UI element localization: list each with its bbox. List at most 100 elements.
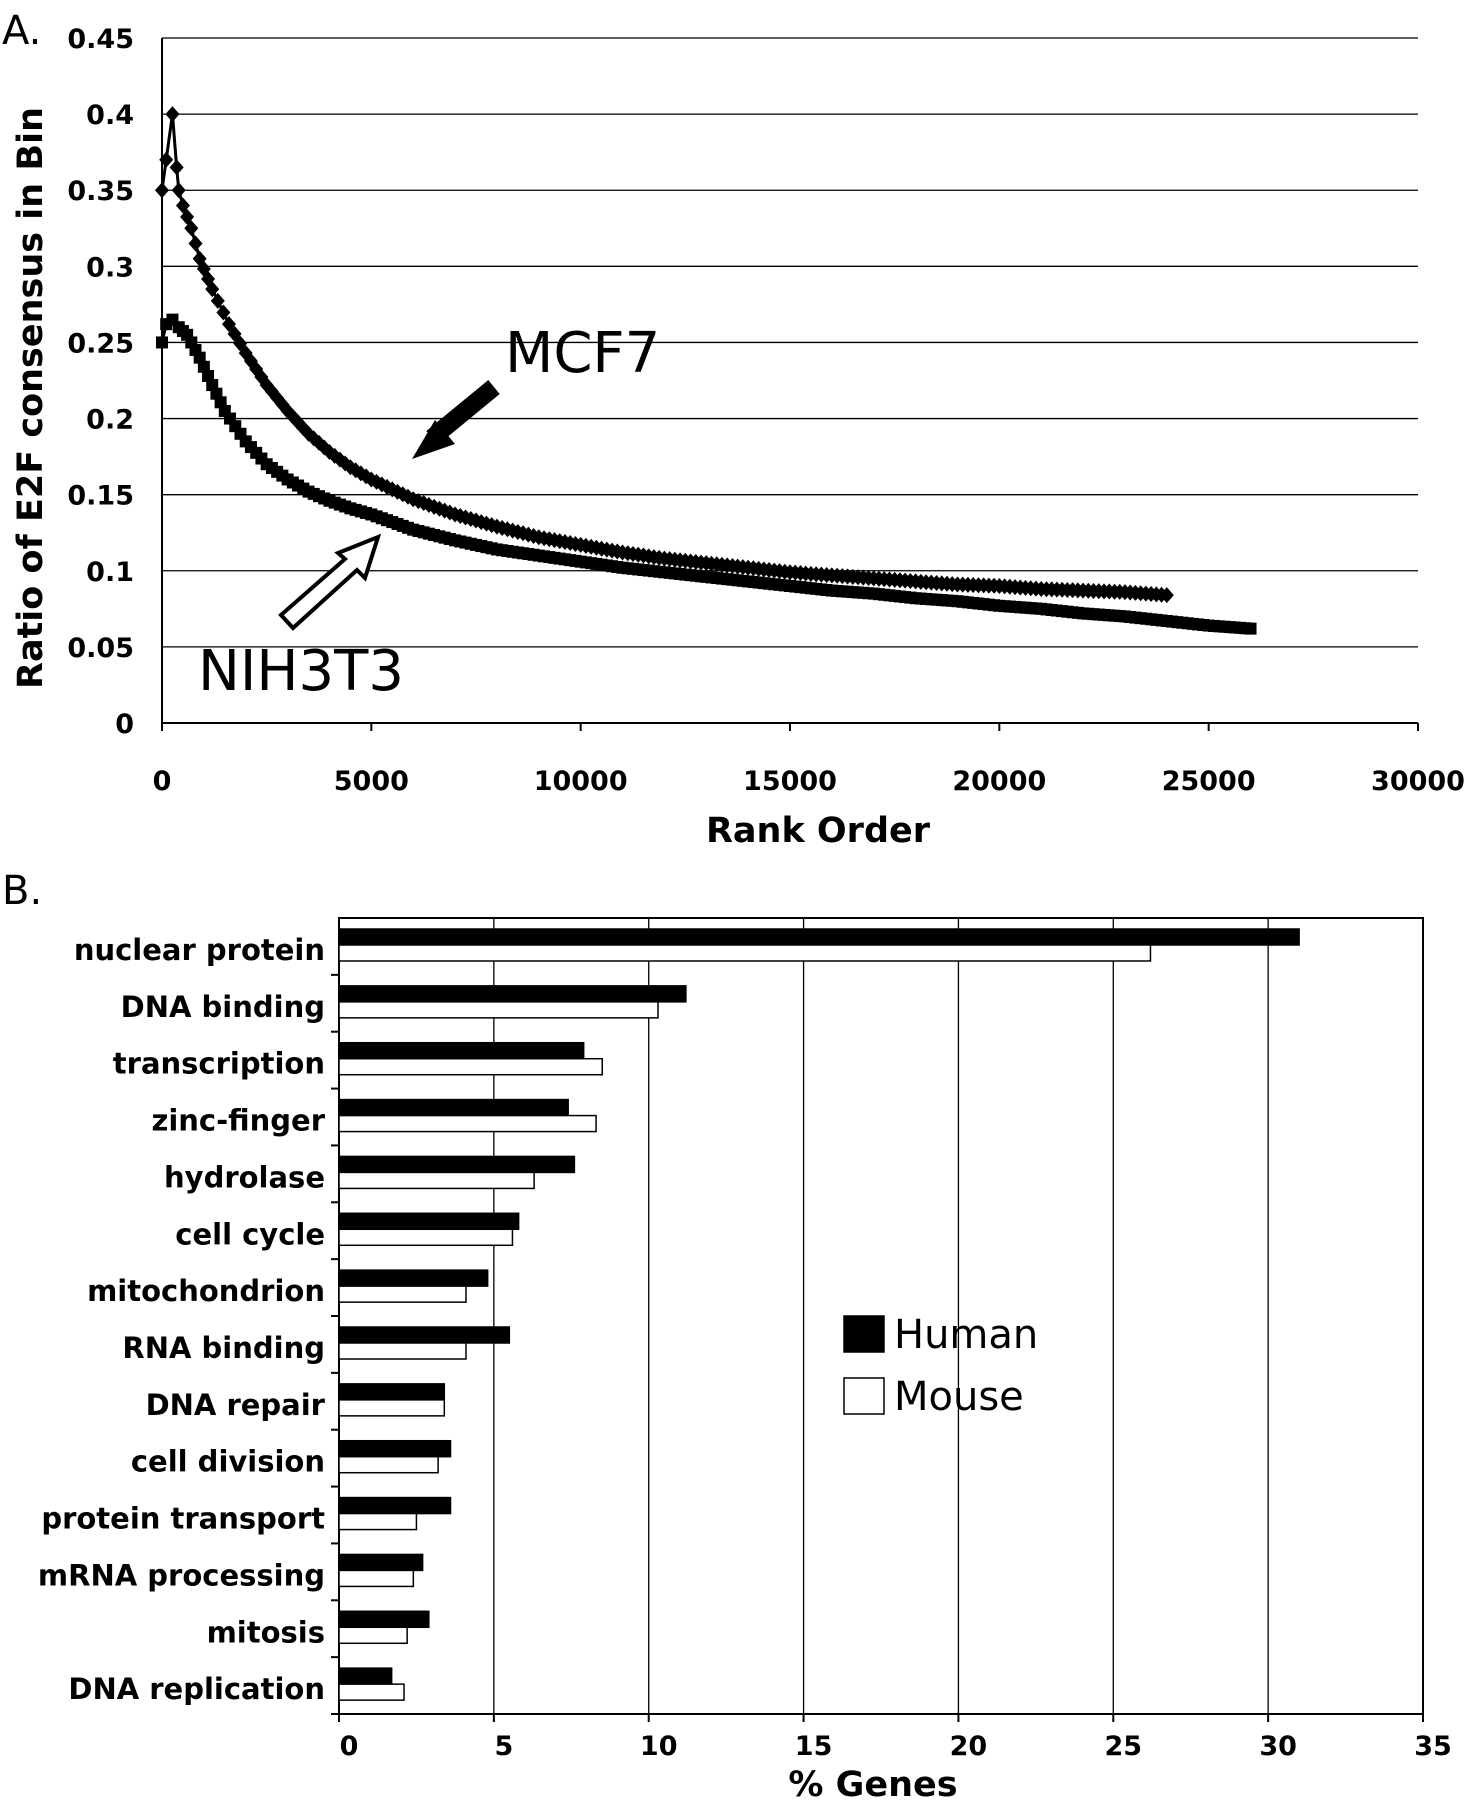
bar-human xyxy=(338,1041,585,1060)
category-label: mitosis xyxy=(207,1615,325,1649)
bar-mouse xyxy=(338,1342,467,1360)
bar-human xyxy=(338,1610,430,1629)
y-tick-label: 0.05 xyxy=(67,633,134,664)
data-point xyxy=(205,281,220,298)
mcf7-annotation: MCF7 xyxy=(505,321,660,386)
category-label: mRNA processing xyxy=(38,1558,325,1592)
data-point xyxy=(180,208,195,225)
y-tick-label: 0.4 xyxy=(86,100,134,131)
bar-mouse xyxy=(338,1399,446,1417)
category-label: DNA repair xyxy=(146,1388,326,1422)
legend-swatch-mouse xyxy=(843,1377,885,1415)
y-tick-label: 0.2 xyxy=(86,405,134,436)
bar-human xyxy=(338,928,1300,946)
x-tick-label: 20 xyxy=(950,1731,988,1762)
bar-mouse xyxy=(338,1455,439,1474)
mcf7-arrow xyxy=(412,380,500,459)
x-tick-label: 15 xyxy=(795,1731,833,1762)
data-point xyxy=(156,336,168,349)
x-tick-label: 15000 xyxy=(743,766,837,797)
data-point xyxy=(233,335,248,352)
x-tick-label: 30000 xyxy=(1371,766,1465,797)
y-tick-label: 0.25 xyxy=(67,328,134,359)
data-point xyxy=(171,182,186,199)
x-tick-label: 5000 xyxy=(334,766,409,797)
data-point xyxy=(1159,587,1174,604)
data-point xyxy=(202,369,215,382)
bars-group xyxy=(331,928,1300,1715)
data-point xyxy=(243,353,258,370)
category-label: RNA binding xyxy=(122,1331,325,1365)
y-tick-label: 0.35 xyxy=(67,176,134,207)
category-label: mitochondrion xyxy=(87,1274,325,1308)
line-chart-panel-a: 0 0.05 0.1 0.15 0.2 0.25 0.3 0.35 0.4 0.45 0 5000 1… xyxy=(11,24,1465,851)
data-point xyxy=(227,325,242,342)
bar-mouse xyxy=(338,1512,418,1531)
category-label: DNA replication xyxy=(68,1672,325,1706)
bar-mouse xyxy=(338,1114,597,1133)
x-tick-label: 25 xyxy=(1104,1731,1142,1762)
axes-a xyxy=(161,38,1419,731)
data-point xyxy=(155,182,169,199)
legend-label-human: Human xyxy=(894,1312,1038,1358)
bar-mouse xyxy=(338,1057,604,1076)
x-tick-label: 35 xyxy=(1414,1731,1452,1762)
x-axis-title-a: Rank Order xyxy=(706,811,931,851)
y-tick-label: 0.3 xyxy=(86,252,134,283)
legend-label-mouse: Mouse xyxy=(894,1374,1024,1420)
y-gridlines xyxy=(162,37,1418,648)
data-point xyxy=(216,304,231,321)
bar-human xyxy=(338,1269,489,1287)
y-tick-label: 0 xyxy=(115,709,134,740)
data-point xyxy=(175,197,190,214)
bar-mouse xyxy=(338,944,1152,962)
data-point xyxy=(221,316,236,333)
legend: Human Mouse xyxy=(843,1312,1038,1420)
x-tick-label: 0 xyxy=(340,1731,359,1762)
y-tick-label: 0.1 xyxy=(86,557,134,588)
bar-chart-panel-b: nuclear protein DNA binding transcription z… xyxy=(38,917,1452,1800)
x-tick-label: 0 xyxy=(153,766,172,797)
bar-human xyxy=(338,1383,446,1401)
bar-human xyxy=(338,1553,424,1572)
bar-human xyxy=(338,1326,511,1344)
legend-swatch-human xyxy=(843,1315,885,1353)
x-tick-labels: 0 5000 10000 15000 20000 25000 30000 xyxy=(153,766,1465,797)
bar-human xyxy=(338,1212,520,1231)
data-point xyxy=(193,351,206,364)
bar-human xyxy=(338,1667,393,1685)
data-point xyxy=(188,235,203,252)
data-point xyxy=(184,220,199,237)
bar-human xyxy=(338,1496,452,1515)
bar-mouse xyxy=(338,1285,467,1303)
nih3t3-arrow xyxy=(278,533,382,631)
bar-mouse xyxy=(338,1228,514,1247)
bar-mouse xyxy=(338,1626,408,1645)
category-labels: nuclear protein DNA binding transcription z… xyxy=(38,933,326,1706)
x-tick-labels-b: 0 5 10 15 20 25 30 35 xyxy=(340,1731,1452,1762)
panel-a-label: A. xyxy=(2,8,41,54)
panel-b-label: B. xyxy=(2,868,42,914)
series-group-a xyxy=(155,106,1257,635)
bar-mouse xyxy=(338,1569,415,1588)
x-tick-label: 5 xyxy=(494,1731,513,1762)
category-label: cell cycle xyxy=(175,1217,325,1251)
x-tick-label: 30 xyxy=(1259,1731,1297,1762)
y-tick-label: 0.45 xyxy=(67,24,134,55)
x-tick-label: 10000 xyxy=(534,766,628,797)
data-point xyxy=(1244,622,1257,635)
series-line-mcf7 xyxy=(160,113,1167,597)
x-tick-label: 25000 xyxy=(1162,766,1256,797)
y-axis-title-a: Ratio of E2F consensus in Bin xyxy=(11,107,51,689)
bar-mouse xyxy=(338,1171,535,1190)
category-label: nuclear protein xyxy=(74,933,325,967)
category-label: zinc-finger xyxy=(151,1104,325,1138)
bar-mouse xyxy=(338,1001,659,1019)
x-gridlines xyxy=(338,918,1424,1722)
category-label: cell division xyxy=(131,1445,325,1479)
nih3t3-annotation: NIH3T3 xyxy=(198,639,404,704)
x-axis-title-b: % Genes xyxy=(788,1765,957,1800)
data-point xyxy=(169,159,184,176)
y-tick-labels: 0 0.05 0.1 0.15 0.2 0.25 0.3 0.35 0.4 0.45 xyxy=(67,24,134,740)
